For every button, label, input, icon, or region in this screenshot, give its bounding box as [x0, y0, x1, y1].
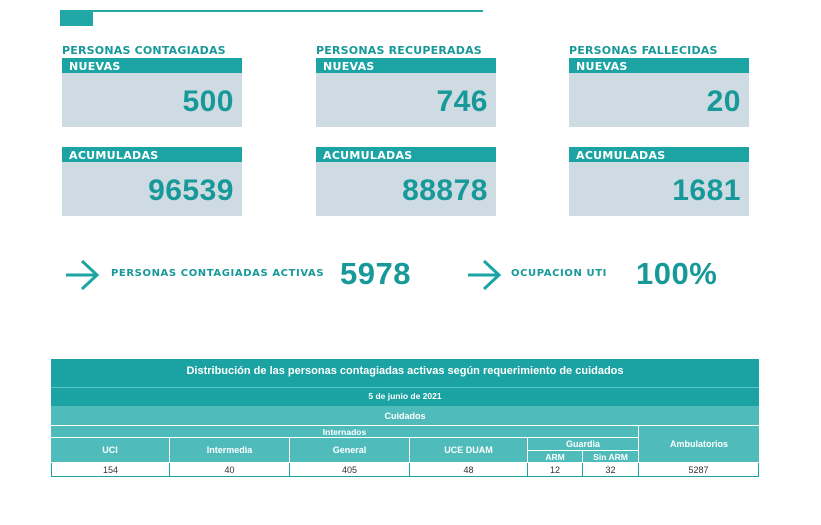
ambulatorios-header: Ambulatorios [639, 426, 759, 463]
col-intermedia: Intermedia [170, 438, 290, 463]
guardia-header: Guardia [528, 438, 639, 451]
col-uci: UCI [51, 438, 170, 463]
nuevas-band: NUEVAS [569, 58, 749, 73]
nuevas-band: NUEVAS [62, 58, 242, 73]
header-accent-block [60, 10, 93, 26]
card-fallecidas-acumuladas: ACUMULADAS 1681 [569, 147, 749, 216]
value-box: 500 [62, 73, 242, 127]
card-recuperadas-nuevas: PERSONAS RECUPERADAS NUEVAS 746 [316, 44, 496, 127]
activas-label: PERSONAS CONTAGIADAS ACTIVAS [111, 268, 325, 279]
cell-uce-duam: 48 [410, 463, 528, 477]
uti-value: 100% [636, 256, 718, 291]
acumuladas-value: 88878 [402, 174, 488, 207]
cuidados-header: Cuidados [51, 406, 759, 426]
acumuladas-value: 96539 [148, 174, 234, 207]
col-sin-arm: Sin ARM [583, 451, 639, 463]
value-box: 746 [316, 73, 496, 127]
col-uce-duam: UCE DUAM [410, 438, 528, 463]
acumuladas-band: ACUMULADAS [62, 147, 242, 162]
card-contagiadas-nuevas: PERSONAS CONTAGIADAS NUEVAS 500 [62, 44, 242, 127]
card-fallecidas-nuevas: PERSONAS FALLECIDAS NUEVAS 20 [569, 44, 749, 127]
card-recuperadas-acumuladas: ACUMULADAS 88878 [316, 147, 496, 216]
col-general: General [290, 438, 410, 463]
card-title: PERSONAS RECUPERADAS [316, 44, 482, 57]
col-arm: ARM [528, 451, 583, 463]
table-grid: Cuidados Internados Ambulatorios UCI Int… [51, 406, 759, 485]
nuevas-value: 746 [436, 85, 488, 118]
cell-arm: 12 [528, 463, 583, 477]
value-box: 1681 [569, 162, 749, 216]
internados-header: Internados [51, 426, 639, 438]
acumuladas-band: ACUMULADAS [569, 147, 749, 162]
value-box: 20 [569, 73, 749, 127]
header-accent-line [93, 10, 483, 12]
table-date: 5 de junio de 2021 [51, 387, 759, 406]
uti-label: OCUPACION UTI [511, 268, 607, 279]
care-distribution-table: Distribución de las personas contagiadas… [51, 359, 759, 485]
cell-ambulatorios: 5287 [639, 463, 759, 477]
cell-sin-arm: 32 [583, 463, 639, 477]
acumuladas-value: 1681 [672, 174, 741, 207]
nuevas-band: NUEVAS [316, 58, 496, 73]
nuevas-value: 500 [182, 85, 234, 118]
cell-intermedia: 40 [170, 463, 290, 477]
cell-uci: 154 [51, 463, 170, 477]
activas-value: 5978 [340, 256, 411, 291]
value-box: 88878 [316, 162, 496, 216]
acumuladas-band: ACUMULADAS [316, 147, 496, 162]
value-box: 96539 [62, 162, 242, 216]
arrow-right-icon [468, 259, 502, 291]
card-contagiadas-acumuladas: ACUMULADAS 96539 [62, 147, 242, 216]
card-title: PERSONAS FALLECIDAS [569, 44, 718, 57]
arrow-right-icon [66, 259, 100, 291]
table-title: Distribución de las personas contagiadas… [51, 359, 759, 387]
nuevas-value: 20 [706, 85, 741, 118]
card-title: PERSONAS CONTAGIADAS [62, 44, 226, 57]
cell-general: 405 [290, 463, 410, 477]
